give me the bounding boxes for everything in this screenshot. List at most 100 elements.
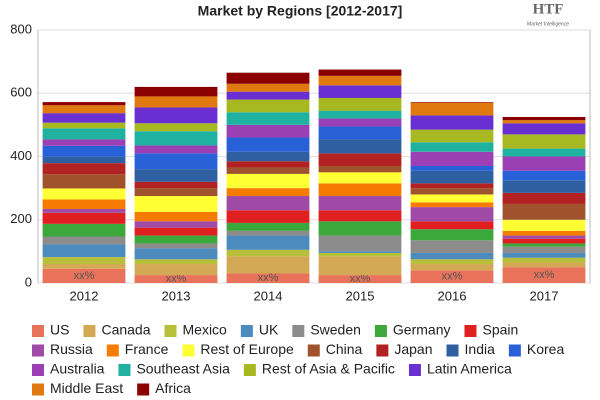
legend-swatch <box>374 325 387 337</box>
legend-label: France <box>125 341 169 357</box>
bar-segment <box>134 86 218 97</box>
segment-annotation: xx% <box>258 272 279 284</box>
bar-segment <box>134 196 218 212</box>
bar-segment <box>226 230 310 236</box>
bar-segment <box>318 97 402 111</box>
legend-label: UK <box>259 322 279 338</box>
bar-segment <box>410 229 494 241</box>
legend-swatch <box>32 364 44 376</box>
bar-segment <box>226 235 310 250</box>
bar-segment <box>502 156 586 171</box>
bar-segment <box>226 161 310 168</box>
bar-segment <box>42 244 126 258</box>
legend-label: Mexico <box>183 322 228 338</box>
legend-label: Germany <box>393 322 451 338</box>
bar-segment <box>226 124 310 138</box>
bar-segment <box>134 181 218 189</box>
bar-segment <box>134 123 218 132</box>
bar-segment <box>226 249 310 257</box>
bar-segment <box>42 268 126 283</box>
legend-label: Rest of Europe <box>200 341 294 357</box>
bar-segment <box>410 170 494 184</box>
chart-title: Market by Regions [2012-2017] <box>198 3 403 19</box>
bar-segment <box>410 240 494 253</box>
bar-segment <box>410 165 494 171</box>
bar-segment <box>410 129 494 143</box>
bar-segment <box>410 188 494 195</box>
bar-segment <box>502 243 586 247</box>
bar-segment <box>226 99 310 113</box>
bar-segment <box>410 264 494 271</box>
bar-segment <box>318 118 402 127</box>
bar-segment <box>318 235 402 252</box>
bar-segment <box>502 235 586 239</box>
bar-segment <box>318 85 402 98</box>
bar-segment <box>134 275 218 283</box>
bar-segment <box>42 223 126 237</box>
bar-segment <box>134 153 218 170</box>
bar-segment <box>318 183 402 197</box>
bar-segment <box>134 248 218 260</box>
bar-segment <box>318 221 402 236</box>
bar-segment <box>410 183 494 189</box>
bar-segment <box>318 139 402 154</box>
bar-segment <box>134 145 218 154</box>
segment-annotation: xx% <box>350 273 371 285</box>
bar-segment <box>134 96 218 108</box>
bar-segment <box>42 257 126 265</box>
legend-label: Africa <box>155 380 191 396</box>
bar-segment <box>410 142 494 152</box>
bar-segment <box>42 113 126 123</box>
bar-segment <box>410 115 494 130</box>
bar-segment <box>318 153 402 166</box>
x-tick-label: 2016 <box>438 288 467 303</box>
bar-segment <box>226 188 310 197</box>
legend-swatch <box>137 383 150 396</box>
bar-segment <box>410 252 494 260</box>
bar-segment <box>410 202 494 208</box>
bar-segment <box>42 208 126 213</box>
x-tick-label: 2014 <box>254 288 283 303</box>
legend-label: Australia <box>50 361 105 377</box>
bar-segment <box>502 252 586 258</box>
bar-segment <box>134 188 218 197</box>
bar-segment <box>318 210 402 222</box>
x-tick-label: 2015 <box>346 288 375 303</box>
bar-segment <box>42 174 126 189</box>
bar-segment <box>318 75 402 86</box>
bar-segment <box>134 243 218 249</box>
bar-segment <box>410 102 494 116</box>
legend-swatch <box>164 325 177 337</box>
bar-segment <box>318 251 402 253</box>
bar-segment <box>318 275 402 283</box>
bar-segment <box>226 137 310 152</box>
segment-annotation: xx% <box>442 271 463 283</box>
legend-swatch <box>240 325 253 337</box>
bar-segment <box>318 252 402 257</box>
bar-segment <box>226 173 310 189</box>
bar-segment <box>318 196 402 211</box>
bar-segment <box>226 167 310 174</box>
bar-segment <box>410 259 494 265</box>
bar-segment <box>134 169 218 182</box>
legend-swatch <box>182 344 195 357</box>
x-tick-label: 2013 <box>162 288 191 303</box>
legend-label: Latin America <box>427 361 512 377</box>
legend-swatch <box>408 364 421 376</box>
legend-swatch <box>307 344 320 357</box>
legend-swatch <box>508 344 521 357</box>
bar-segment <box>226 151 310 162</box>
bar-segment <box>502 238 586 244</box>
bar-segment <box>226 196 310 211</box>
legend-label: Japan <box>394 341 432 357</box>
bar-segment <box>226 112 310 125</box>
bar-segment <box>502 180 586 193</box>
bar-segment <box>502 257 586 263</box>
bar-segment <box>318 256 402 276</box>
bar-segment <box>410 102 494 103</box>
legend-swatch <box>446 344 459 357</box>
bar-segment <box>318 165 402 173</box>
bar-segment <box>502 120 586 124</box>
bar-segment <box>42 199 126 209</box>
